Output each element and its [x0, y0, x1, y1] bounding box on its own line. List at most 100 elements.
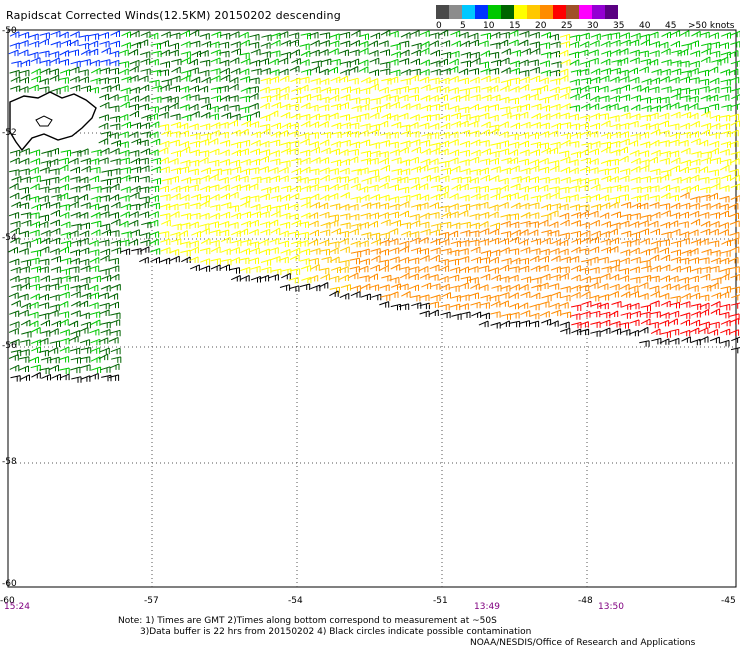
wind-barb: [700, 186, 711, 194]
wind-barb: [560, 294, 571, 302]
wind-barb: [459, 239, 470, 247]
wind-barb: [680, 131, 691, 139]
wind-barb: [598, 294, 610, 301]
wind-barb: [510, 257, 521, 265]
wind-barb: [89, 59, 100, 67]
wind-barb: [490, 322, 501, 329]
wind-barb: [479, 302, 490, 309]
wind-barb: [539, 122, 550, 129]
wind-barb: [218, 229, 230, 236]
wind-barb: [550, 291, 561, 299]
wind-barb: [521, 48, 531, 55]
wind-barb: [540, 273, 551, 281]
wind-barb: [379, 265, 389, 272]
wind-barb: [618, 267, 629, 275]
wind-barb: [540, 113, 551, 120]
wind-barb: [660, 254, 671, 261]
wind-barb: [579, 68, 590, 75]
wind-barb: [670, 240, 682, 248]
wind-barb: [520, 220, 531, 228]
wind-barb: [478, 105, 490, 112]
wind-barb: [468, 68, 479, 75]
wind-barb: [530, 75, 541, 82]
wind-barb: [9, 310, 20, 317]
wind-barb: [569, 105, 580, 112]
wind-barb: [590, 33, 601, 40]
wind-barb: [240, 239, 252, 246]
wind-barb: [658, 41, 669, 49]
wind-barb: [580, 276, 591, 283]
wind-barb: [378, 248, 389, 256]
wind-barb: [710, 123, 721, 130]
wind-barb: [730, 302, 740, 309]
wind-barb: [428, 301, 439, 308]
wind-barb: [108, 67, 119, 75]
wind-barb: [489, 222, 500, 229]
wind-barb: [380, 219, 391, 226]
wind-barb: [429, 309, 439, 316]
wind-barb: [379, 239, 390, 246]
wind-barb: [710, 308, 721, 315]
wind-barb: [201, 76, 211, 84]
wind-barb: [390, 51, 401, 58]
wind-barb: [230, 113, 241, 121]
wind-barb: [630, 213, 641, 220]
wind-barb: [699, 212, 710, 219]
wind-barb: [108, 105, 120, 112]
wind-barb: [639, 86, 650, 93]
wind-barb: [730, 195, 740, 202]
wind-barb: [559, 321, 570, 328]
wind-barb: [488, 51, 500, 59]
wind-barb: [109, 273, 120, 281]
wind-barb: [518, 283, 529, 291]
wind-barb: [670, 249, 681, 256]
wind-barb: [599, 95, 610, 102]
wind-barb: [10, 375, 21, 382]
wind-barb: [699, 308, 710, 316]
wind-barb: [260, 51, 271, 58]
wind-barb: [679, 95, 691, 102]
wind-barb: [410, 220, 421, 227]
wind-barb: [298, 231, 309, 239]
wind-barb: [650, 149, 661, 157]
wind-barb: [388, 196, 400, 203]
wind-barb: [20, 374, 30, 381]
wind-barb: [278, 240, 289, 247]
wind-barb: [19, 76, 29, 84]
wind-barb: [511, 176, 522, 183]
wind-barb: [610, 149, 621, 156]
wind-barb: [501, 112, 512, 119]
wind-barb: [301, 276, 312, 284]
wind-barb: [601, 33, 612, 40]
wind-barb: [248, 102, 259, 110]
wind-barb: [470, 246, 481, 253]
wind-barb: [518, 158, 529, 166]
wind-barb: [100, 284, 111, 292]
wind-barb: [359, 258, 370, 265]
wind-barb: [279, 284, 291, 291]
wind-barb: [70, 291, 81, 298]
wind-barb: [68, 335, 79, 343]
wind-barb: [389, 203, 400, 210]
wind-barb: [580, 103, 591, 110]
wind-barb: [159, 213, 171, 220]
wind-barb: [58, 311, 70, 318]
wind-barb: [330, 176, 341, 183]
wind-barb: [640, 259, 651, 267]
wind-barb: [640, 237, 650, 245]
wind-barb: [599, 194, 610, 201]
wind-barb: [368, 69, 379, 76]
wind-barb: [571, 321, 582, 329]
wind-barb: [280, 249, 291, 256]
wind-barb: [40, 160, 51, 167]
wind-barb: [319, 114, 330, 121]
wind-barb: [189, 177, 201, 185]
wind-barb: [140, 51, 151, 58]
wind-barb: [429, 264, 440, 272]
wind-barb: [499, 106, 511, 113]
wind-barb: [50, 209, 60, 217]
wind-barb: [508, 141, 520, 149]
wind-barb: [360, 212, 371, 220]
wind-barb: [148, 195, 159, 202]
wind-barb: [348, 176, 359, 184]
